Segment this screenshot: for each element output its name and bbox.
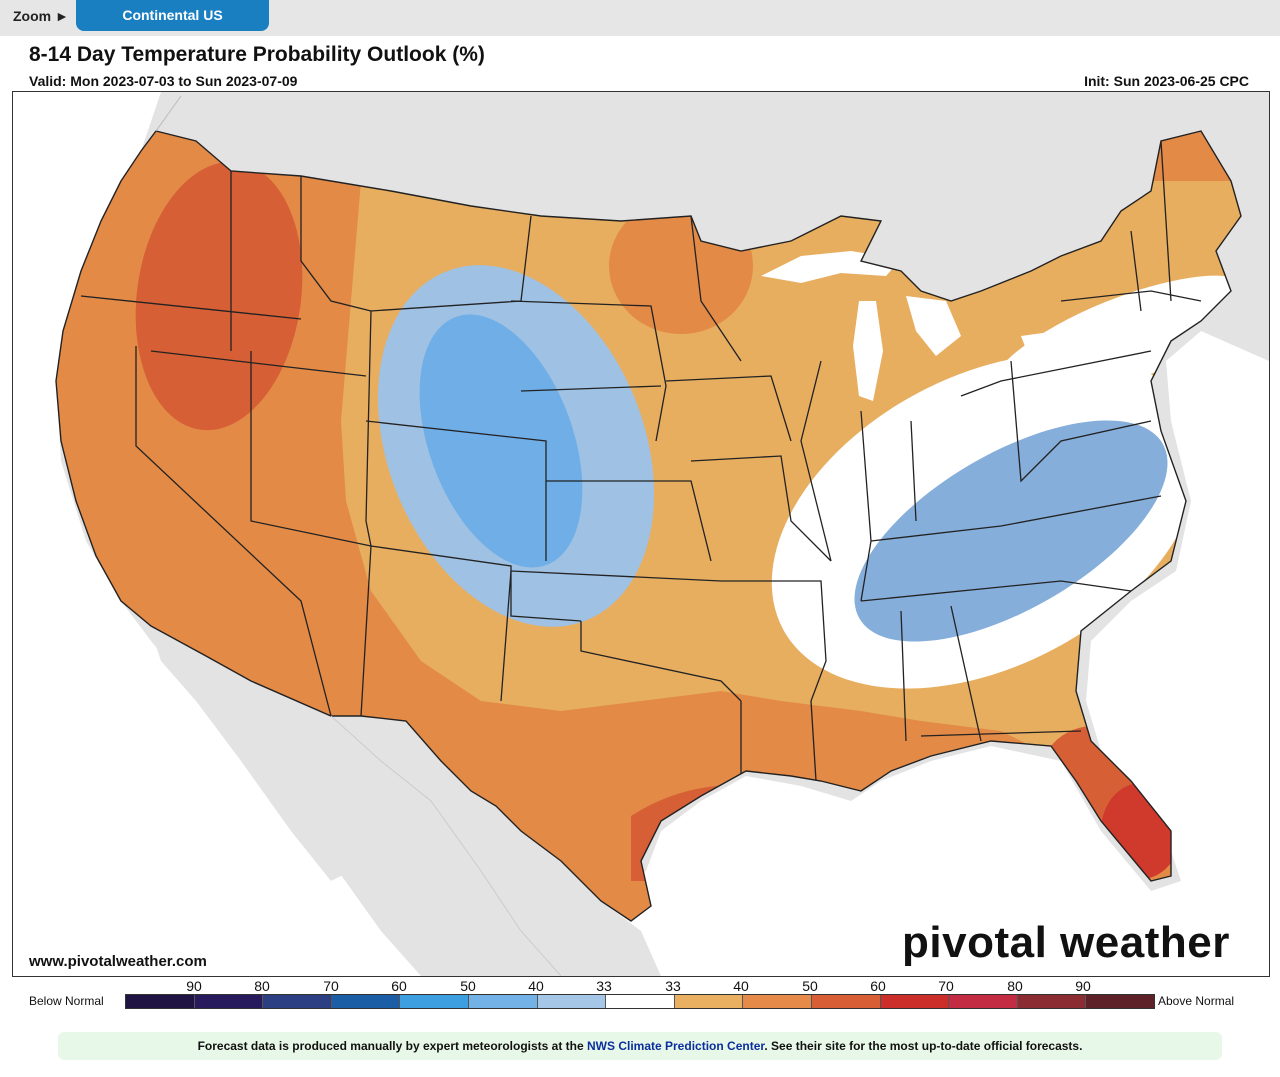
state-line — [860, 580, 1132, 602]
legend-swatch — [331, 995, 401, 1008]
state-line — [510, 570, 722, 582]
state-line — [500, 570, 512, 702]
below-50-rockies — [419, 314, 583, 568]
valid-period: Valid: Mon 2023-07-03 to Sun 2023-07-09 — [29, 73, 298, 89]
legend-tick: 33 — [596, 978, 612, 994]
pacific-ocean — [13, 92, 421, 976]
legend-swatch — [743, 995, 812, 1008]
legend-tick: 80 — [1007, 978, 1023, 994]
top-toolbar: Zoom ► Continental US — [0, 0, 1280, 36]
state-line — [950, 605, 982, 742]
legend-ticks: 90 80 70 60 50 40 33 33 40 50 60 70 80 9… — [0, 978, 1280, 994]
zoom-label[interactable]: Zoom ► — [13, 8, 69, 24]
region-select-button[interactable]: Continental US — [76, 0, 269, 31]
probability-contours — [56, 131, 1241, 921]
legend-tick: 40 — [733, 978, 749, 994]
legend-swatch — [400, 995, 469, 1008]
state-line — [665, 375, 792, 442]
state-line — [810, 700, 817, 782]
state-line — [721, 580, 827, 702]
state-line — [520, 385, 662, 392]
legend-above-label: Above Normal — [1158, 994, 1235, 1008]
legend-tick: 33 — [665, 978, 681, 994]
legend-tick: 70 — [938, 978, 954, 994]
legend-swatch — [468, 995, 538, 1008]
state-line — [1160, 140, 1172, 302]
legend-tick: 90 — [186, 978, 202, 994]
below-33-southeast — [854, 420, 1168, 642]
state-line — [580, 621, 742, 702]
state-line — [510, 300, 667, 442]
lake-ontario — [1021, 329, 1071, 349]
state-line — [135, 346, 332, 717]
footer-text-after: . See their site for the most up-to-date… — [764, 1039, 1083, 1053]
legend-tick: 50 — [802, 978, 818, 994]
legend-swatch — [263, 995, 332, 1008]
init-time: Init: Sun 2023-06-25 CPC — [1084, 73, 1249, 89]
state-line — [960, 350, 1152, 397]
state-boundaries — [80, 140, 1202, 791]
legend-swatch — [949, 995, 1018, 1008]
legend-tick: 40 — [528, 978, 544, 994]
legend-tick: 60 — [870, 978, 886, 994]
lake-michigan — [853, 301, 883, 401]
near-normal-northeast — [990, 275, 1241, 407]
state-line — [250, 351, 372, 547]
legend-tick: 60 — [391, 978, 407, 994]
state-line — [1010, 360, 1152, 483]
legend-tick: 70 — [323, 978, 339, 994]
legend-tick: 90 — [1075, 978, 1091, 994]
state-line — [546, 480, 712, 562]
state-line — [920, 730, 1082, 737]
legend-colorbar — [125, 994, 1155, 1009]
legend-swatch — [674, 995, 744, 1008]
legend-swatch — [126, 995, 195, 1008]
lake-huron — [906, 296, 961, 356]
state-line — [690, 215, 742, 362]
state-line — [80, 295, 302, 320]
legend-swatch — [537, 995, 607, 1008]
site-url[interactable]: www.pivotalweather.com — [29, 953, 207, 970]
state-line — [870, 495, 1162, 542]
state-line — [690, 455, 832, 562]
map-canvas — [13, 92, 1269, 976]
state-line — [360, 310, 372, 717]
state-line — [365, 420, 547, 561]
state-line — [800, 360, 832, 562]
legend-tick: 50 — [460, 978, 476, 994]
outlook-map — [12, 91, 1270, 977]
legend-swatch — [606, 995, 675, 1008]
state-line — [370, 545, 582, 622]
state-line — [910, 420, 917, 522]
state-line — [900, 610, 907, 742]
state-line — [300, 176, 372, 312]
legend-swatch — [1086, 995, 1154, 1008]
legend-below-label: Below Normal — [29, 994, 104, 1008]
state-line — [1130, 230, 1142, 312]
legend-tick: 80 — [254, 978, 270, 994]
footer-note: Forecast data is produced manually by ex… — [58, 1032, 1222, 1060]
gulf-of-mexico — [496, 331, 1269, 976]
legend-swatch — [811, 995, 881, 1008]
canada-border — [155, 95, 182, 132]
legend-swatch — [194, 995, 264, 1008]
cpc-link[interactable]: NWS Climate Prediction Center — [587, 1039, 765, 1053]
baja-peninsula — [151, 631, 351, 881]
state-line — [1060, 290, 1202, 302]
legend-swatch — [1017, 995, 1087, 1008]
legend-swatch — [880, 995, 950, 1008]
mexico-coast — [330, 715, 562, 976]
brand-logo: pivotal weather — [902, 918, 1230, 967]
above-60-northwest — [135, 161, 303, 431]
state-line — [150, 350, 367, 377]
footer-text-before: Forecast data is produced manually by ex… — [197, 1039, 587, 1053]
page-title: 8-14 Day Temperature Probability Outlook… — [29, 43, 485, 66]
